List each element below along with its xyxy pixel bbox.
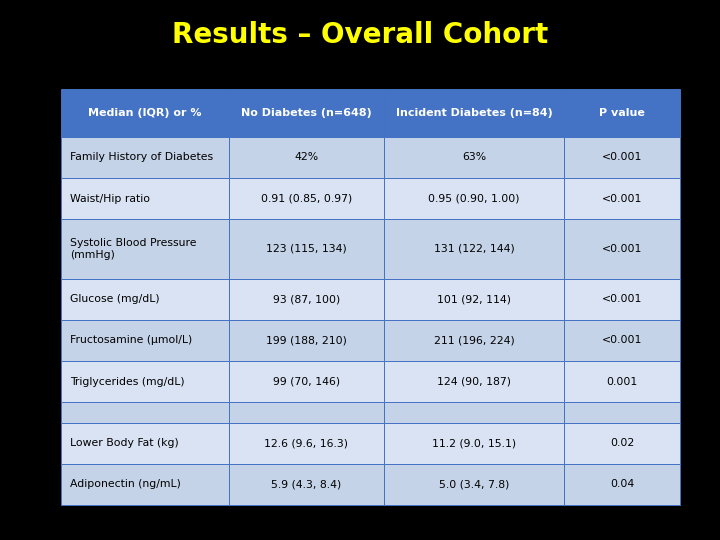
Text: 42%: 42%: [294, 152, 318, 163]
Text: 131 (122, 144): 131 (122, 144): [433, 244, 514, 254]
Text: 0.95 (0.90, 1.00): 0.95 (0.90, 1.00): [428, 194, 520, 204]
Text: 99 (70, 146): 99 (70, 146): [273, 376, 340, 387]
Text: 93 (87, 100): 93 (87, 100): [273, 294, 340, 305]
Text: 0.91 (0.85, 0.97): 0.91 (0.85, 0.97): [261, 194, 352, 204]
Text: No Diabetes (n=648): No Diabetes (n=648): [241, 108, 372, 118]
Text: Fructosamine (μmol/L): Fructosamine (μmol/L): [70, 335, 192, 346]
Text: 12.6 (9.6, 16.3): 12.6 (9.6, 16.3): [264, 438, 348, 448]
Text: 124 (90, 187): 124 (90, 187): [437, 376, 511, 387]
Text: Glucose (mg/dL): Glucose (mg/dL): [70, 294, 159, 305]
Text: 0.001: 0.001: [607, 376, 638, 387]
Text: 5.9 (4.3, 8.4): 5.9 (4.3, 8.4): [271, 480, 341, 489]
Text: <0.001: <0.001: [602, 335, 642, 346]
Text: 123 (115, 134): 123 (115, 134): [266, 244, 346, 254]
Text: Lower Body Fat (kg): Lower Body Fat (kg): [70, 438, 179, 448]
Text: Incident Diabetes (n=84): Incident Diabetes (n=84): [395, 108, 552, 118]
Text: <0.001: <0.001: [602, 194, 642, 204]
Text: <0.001: <0.001: [602, 294, 642, 305]
Text: 5.0 (3.4, 7.8): 5.0 (3.4, 7.8): [438, 480, 509, 489]
Text: Results – Overall Cohort: Results – Overall Cohort: [172, 21, 548, 49]
Text: 63%: 63%: [462, 152, 486, 163]
Text: Triglycerides (mg/dL): Triglycerides (mg/dL): [70, 376, 184, 387]
Text: <0.001: <0.001: [602, 244, 642, 254]
Text: 199 (188, 210): 199 (188, 210): [266, 335, 347, 346]
Text: <0.001: <0.001: [602, 152, 642, 163]
Text: Waist/Hip ratio: Waist/Hip ratio: [70, 194, 150, 204]
Text: Median (IQR) or %: Median (IQR) or %: [89, 108, 202, 118]
Text: P value: P value: [600, 108, 645, 118]
Text: Systolic Blood Pressure
(mmHg): Systolic Blood Pressure (mmHg): [70, 238, 197, 260]
Text: Adiponectin (ng/mL): Adiponectin (ng/mL): [70, 480, 181, 489]
Text: Family History of Diabetes: Family History of Diabetes: [70, 152, 213, 163]
Text: 0.02: 0.02: [611, 438, 634, 448]
Text: 0.04: 0.04: [611, 480, 634, 489]
Text: 11.2 (9.0, 15.1): 11.2 (9.0, 15.1): [432, 438, 516, 448]
Text: 101 (92, 114): 101 (92, 114): [437, 294, 511, 305]
Text: 211 (196, 224): 211 (196, 224): [433, 335, 514, 346]
